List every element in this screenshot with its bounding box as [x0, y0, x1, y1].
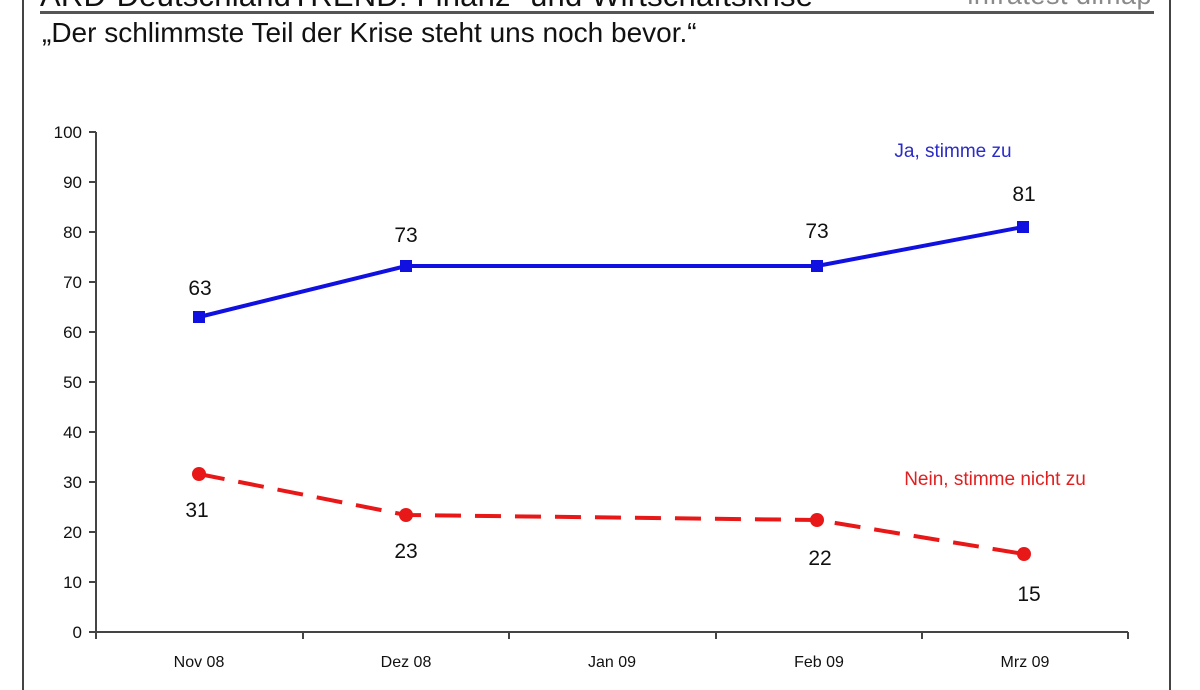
data-label-ja: 63	[188, 277, 211, 300]
y-tick-label: 80	[63, 223, 82, 242]
circle-marker-icon	[1017, 547, 1031, 561]
series-ja: 63 73 73 81 Ja, stimme zu	[188, 141, 1036, 323]
data-label-nein: 15	[1017, 583, 1040, 606]
y-tick-label: 90	[63, 173, 82, 192]
circle-marker-icon	[810, 513, 824, 527]
square-marker-icon	[811, 260, 823, 272]
header-divider	[40, 11, 1154, 14]
y-tick-label: 0	[73, 623, 82, 642]
x-tick-label: Feb 09	[794, 654, 844, 671]
brand-label: infratest dimap	[967, 0, 1152, 11]
x-tick-label: Dez 08	[381, 654, 432, 671]
x-tick-labels: Nov 08 Dez 08 Jan 09 Feb 09 Mrz 09	[174, 654, 1050, 671]
ja-line	[198, 225, 1024, 319]
data-label-ja: 73	[394, 224, 417, 247]
circle-marker-icon	[399, 508, 413, 522]
x-tick-label: Mrz 09	[1001, 654, 1050, 671]
square-marker-icon	[1017, 221, 1029, 233]
x-tick-label: Jan 09	[588, 654, 636, 671]
data-label-nein: 23	[394, 540, 417, 563]
data-label-nein: 22	[808, 547, 831, 570]
circle-marker-icon	[192, 467, 206, 481]
legend-ja: Ja, stimme zu	[894, 141, 1011, 162]
x-axis	[95, 631, 1129, 639]
series-nein: 31 23 22 15 Nein, stimme nicht zu	[185, 467, 1086, 606]
chart-subtitle: „Der schlimmste Teil der Krise steht uns…	[42, 17, 697, 48]
x-tick-label: Nov 08	[174, 654, 225, 671]
y-tick-label: 60	[63, 323, 82, 342]
header-title: ARD-DeutschlandTREND: Finanz- und Wirtsc…	[40, 0, 813, 14]
y-tick-label: 30	[63, 473, 82, 492]
y-tick-label: 50	[63, 373, 82, 392]
square-marker-icon	[193, 311, 205, 323]
data-label-ja: 73	[805, 220, 828, 243]
y-tick-label: 10	[63, 573, 82, 592]
y-tick-label: 100	[54, 123, 82, 142]
nein-line	[198, 472, 1025, 556]
y-tick-label: 40	[63, 423, 82, 442]
square-marker-icon	[400, 260, 412, 272]
data-label-ja: 81	[1012, 183, 1035, 206]
y-tick-label: 20	[63, 523, 82, 542]
y-tick-label: 70	[63, 273, 82, 292]
line-chart: 0 10 20 30 40 50 60 70 80 90 100 Nov 08 …	[54, 123, 1129, 671]
chart-frame	[22, 0, 1171, 690]
data-label-nein: 31	[185, 499, 208, 522]
y-axis	[89, 131, 97, 633]
y-tick-labels: 0 10 20 30 40 50 60 70 80 90 100	[54, 123, 82, 642]
legend-nein: Nein, stimme nicht zu	[904, 469, 1086, 490]
